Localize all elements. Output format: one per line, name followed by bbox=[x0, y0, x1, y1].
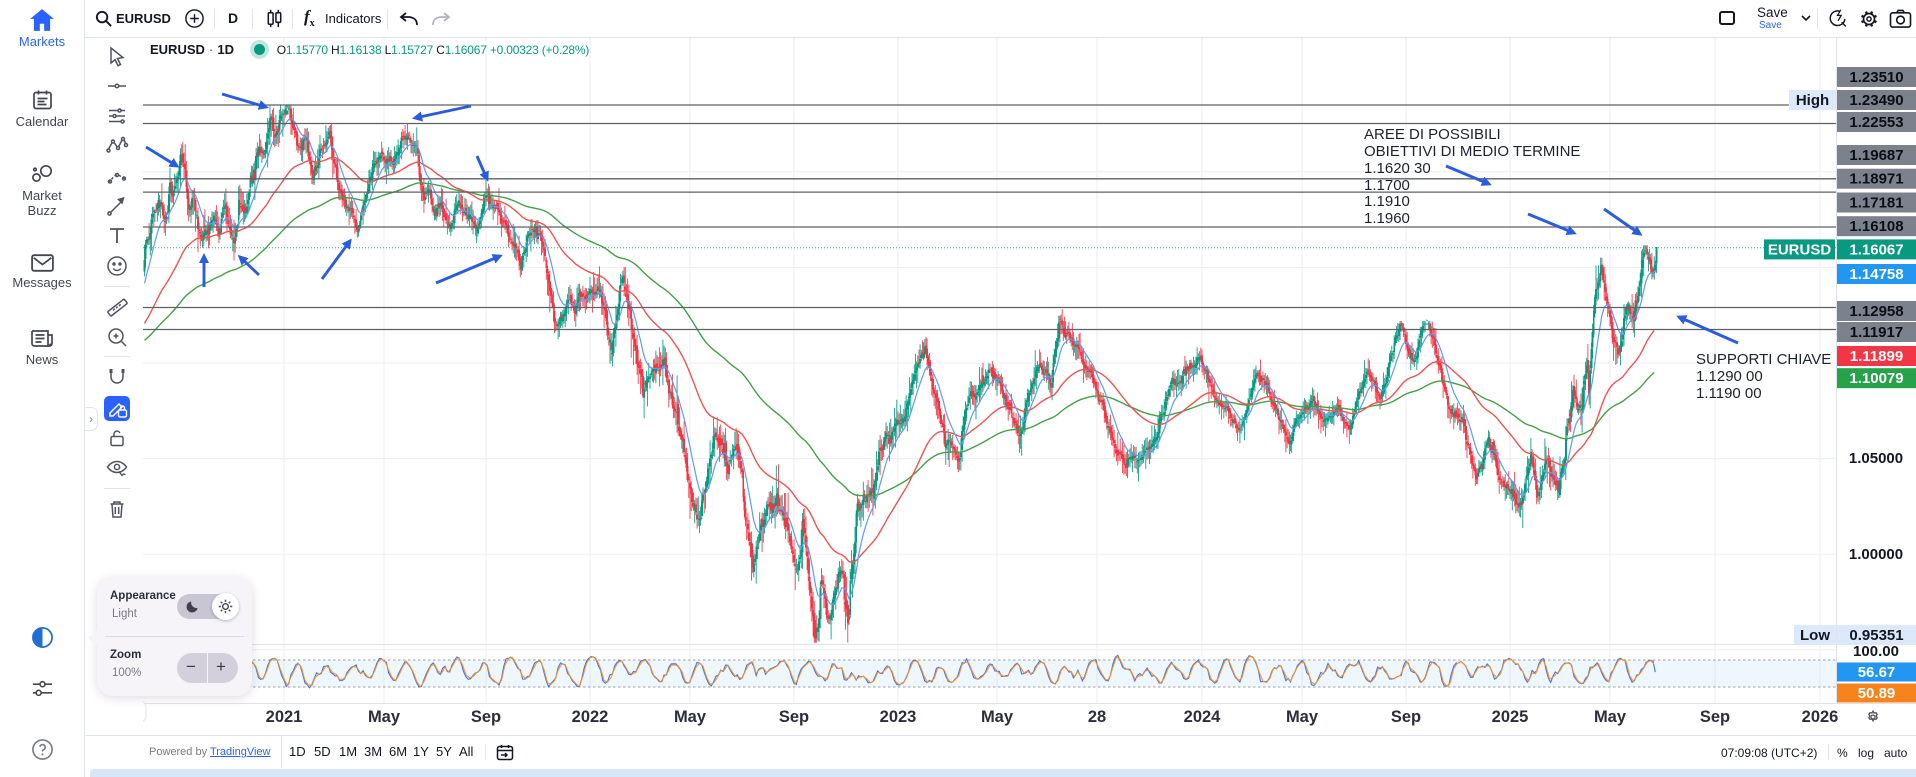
svg-text:1.05000: 1.05000 bbox=[1849, 450, 1903, 467]
svg-text:1.19687: 1.19687 bbox=[1849, 147, 1903, 164]
svg-text:1.16067: 1.16067 bbox=[1849, 241, 1903, 258]
svg-text:Sep: Sep bbox=[779, 708, 809, 726]
svg-text:Sep: Sep bbox=[1391, 708, 1421, 726]
svg-text:1.1290 00: 1.1290 00 bbox=[1696, 368, 1763, 385]
svg-text:1.23490: 1.23490 bbox=[1849, 92, 1903, 109]
svg-text:SUPPORTI CHIAVE: SUPPORTI CHIAVE bbox=[1696, 351, 1831, 368]
svg-text:May: May bbox=[674, 708, 707, 726]
svg-text:1.18971: 1.18971 bbox=[1849, 171, 1903, 188]
svg-text:Sep: Sep bbox=[471, 708, 501, 726]
svg-text:May: May bbox=[981, 708, 1014, 726]
svg-text:1.1190 00: 1.1190 00 bbox=[1696, 385, 1762, 402]
svg-text:2026: 2026 bbox=[1802, 708, 1839, 726]
svg-text:0.95351: 0.95351 bbox=[1849, 627, 1903, 644]
svg-text:2023: 2023 bbox=[880, 708, 917, 726]
svg-text:1.23510: 1.23510 bbox=[1849, 69, 1903, 86]
svg-text:1.12958: 1.12958 bbox=[1849, 303, 1903, 320]
svg-text:Sep: Sep bbox=[1700, 708, 1730, 726]
svg-text:1.10079: 1.10079 bbox=[1849, 370, 1903, 387]
svg-text:100.00: 100.00 bbox=[1853, 643, 1899, 660]
svg-text:AREE DI POSSIBILI: AREE DI POSSIBILI bbox=[1364, 126, 1501, 143]
svg-text:1.16108: 1.16108 bbox=[1849, 218, 1903, 235]
svg-text:1.00000: 1.00000 bbox=[1849, 546, 1903, 563]
svg-text:2025: 2025 bbox=[1492, 708, 1529, 726]
svg-text:1.17181: 1.17181 bbox=[1849, 195, 1903, 212]
svg-text:1.1910: 1.1910 bbox=[1364, 193, 1410, 210]
svg-text:May: May bbox=[1286, 708, 1319, 726]
svg-text:EURUSD: EURUSD bbox=[1768, 241, 1832, 258]
svg-text:1.1960: 1.1960 bbox=[1364, 210, 1410, 227]
svg-text:Low: Low bbox=[1800, 627, 1830, 644]
svg-text:1.1700: 1.1700 bbox=[1364, 177, 1410, 194]
svg-text:1.1620 30: 1.1620 30 bbox=[1364, 160, 1431, 177]
svg-text:High: High bbox=[1796, 92, 1829, 109]
svg-text:2024: 2024 bbox=[1184, 708, 1222, 726]
svg-text:1.11917: 1.11917 bbox=[1850, 324, 1903, 341]
svg-text:OBIETTIVI DI MEDIO TERMINE: OBIETTIVI DI MEDIO TERMINE bbox=[1364, 143, 1580, 160]
svg-text:28: 28 bbox=[1088, 708, 1106, 726]
svg-text:May: May bbox=[368, 708, 401, 726]
svg-text:2021: 2021 bbox=[266, 708, 303, 726]
svg-text:2022: 2022 bbox=[572, 708, 609, 726]
svg-text:1.22553: 1.22553 bbox=[1849, 114, 1903, 131]
svg-text:1.11899: 1.11899 bbox=[1850, 348, 1903, 365]
svg-text:1.14758: 1.14758 bbox=[1849, 266, 1903, 283]
svg-text:May: May bbox=[1594, 708, 1627, 726]
svg-text:50.89: 50.89 bbox=[1858, 685, 1896, 702]
svg-text:56.67: 56.67 bbox=[1858, 664, 1896, 681]
